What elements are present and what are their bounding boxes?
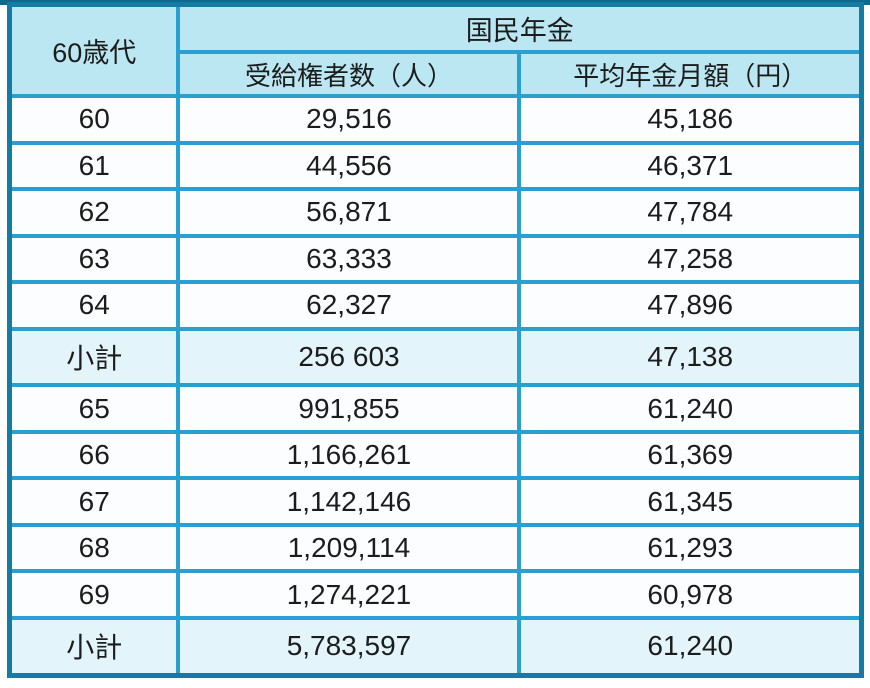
group-header-kokumin-nenkin: 国民年金	[176, 2, 864, 54]
age-cell: 68	[7, 522, 181, 574]
recipients-cell: 1,209,114	[176, 522, 522, 574]
recipients-cell: 44,556	[176, 140, 522, 191]
age-cell: 60	[7, 94, 181, 145]
age-cell: 65	[7, 383, 181, 434]
average-cell: 60,978	[517, 569, 864, 620]
table-row: 66 1,166,261 61,369	[7, 429, 864, 481]
age-cell: 67	[7, 476, 181, 527]
recipients-cell: 63,333	[176, 233, 522, 284]
age-cell: 63	[7, 233, 181, 284]
average-cell: 61,240	[517, 383, 864, 434]
table-row: 62 56,871 47,784	[7, 187, 864, 238]
table-row: 65 991,855 61,240	[7, 383, 864, 434]
table-row: 63 63,333 47,258	[7, 233, 864, 284]
age-cell: 61	[7, 140, 181, 191]
average-cell: 45,186	[517, 94, 864, 145]
recipients-cell: 256 603	[176, 326, 522, 388]
table-row: 68 1,209,114 61,293	[7, 522, 864, 574]
recipients-cell: 56,871	[176, 187, 522, 238]
average-cell: 61,293	[517, 522, 864, 574]
table-row: 61 44,556 46,371	[7, 140, 864, 191]
table-row: 小計 5,783,597 61,240	[7, 615, 864, 678]
group-header-row: 60歳代 国民年金	[7, 2, 864, 98]
col-header-recipients: 受給権者数（人）	[176, 50, 522, 98]
table-body: 60 29,516 45,186 61 44,556 46,371 62 56,…	[7, 94, 864, 678]
age-group-header: 60歳代	[7, 2, 181, 98]
table-row: 小計 256 603 47,138	[7, 326, 864, 388]
col-header-average-monthly-amount: 平均年金月額（円）	[517, 50, 864, 98]
recipients-cell: 991,855	[176, 383, 522, 434]
age-cell: 小計	[7, 615, 181, 678]
average-cell: 47,784	[517, 187, 864, 238]
average-cell: 46,371	[517, 140, 864, 191]
age-cell: 小計	[7, 326, 181, 388]
table-row: 69 1,274,221 60,978	[7, 569, 864, 620]
average-cell: 47,138	[517, 326, 864, 388]
age-cell: 66	[7, 429, 181, 481]
age-cell: 62	[7, 187, 181, 238]
age-cell: 64	[7, 280, 181, 331]
table-row: 60 29,516 45,186	[7, 94, 864, 145]
table-row: 67 1,142,146 61,345	[7, 476, 864, 527]
age-cell: 69	[7, 569, 181, 620]
column-header-row: 受給権者数（人） 平均年金月額（円）	[10, 50, 864, 98]
pension-table: 60歳代 国民年金 受給権者数（人） 平均年金月額（円） 60 29,516 4…	[7, 2, 864, 678]
recipients-cell: 1,166,261	[176, 429, 522, 481]
table-row: 64 62,327 47,896	[7, 280, 864, 331]
average-cell: 47,896	[517, 280, 864, 331]
table-header: 60歳代 国民年金 受給権者数（人） 平均年金月額（円）	[7, 2, 864, 98]
recipients-cell: 62,327	[176, 280, 522, 331]
recipients-cell: 1,142,146	[176, 476, 522, 527]
average-cell: 47,258	[517, 233, 864, 284]
recipients-cell: 5,783,597	[176, 615, 522, 678]
recipients-cell: 29,516	[176, 94, 522, 145]
average-cell: 61,345	[517, 476, 864, 527]
average-cell: 61,369	[517, 429, 864, 481]
recipients-cell: 1,274,221	[176, 569, 522, 620]
average-cell: 61,240	[517, 615, 864, 678]
